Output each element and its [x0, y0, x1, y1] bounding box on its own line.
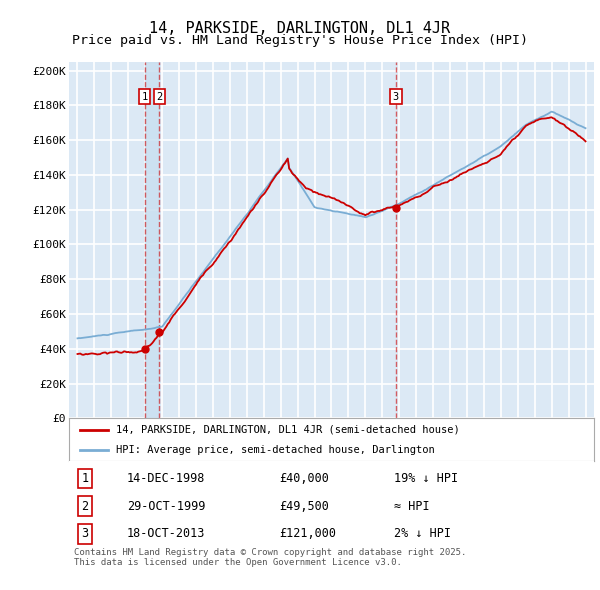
Text: 2: 2: [156, 91, 163, 101]
Text: Price paid vs. HM Land Registry's House Price Index (HPI): Price paid vs. HM Land Registry's House …: [72, 34, 528, 47]
Text: £49,500: £49,500: [279, 500, 329, 513]
Text: 3: 3: [81, 527, 88, 540]
Text: HPI: Average price, semi-detached house, Darlington: HPI: Average price, semi-detached house,…: [116, 444, 435, 454]
Text: 3: 3: [393, 91, 399, 101]
Bar: [145, 62, 159, 418]
Text: £40,000: £40,000: [279, 472, 329, 485]
Text: 14, PARKSIDE, DARLINGTON, DL1 4JR (semi-detached house): 14, PARKSIDE, DARLINGTON, DL1 4JR (semi-…: [116, 425, 460, 435]
Text: 19% ↓ HPI: 19% ↓ HPI: [395, 472, 458, 485]
Text: 14, PARKSIDE, DARLINGTON, DL1 4JR: 14, PARKSIDE, DARLINGTON, DL1 4JR: [149, 21, 451, 35]
Text: 1: 1: [142, 91, 148, 101]
Text: Contains HM Land Registry data © Crown copyright and database right 2025.
This d: Contains HM Land Registry data © Crown c…: [74, 548, 467, 567]
Text: ≈ HPI: ≈ HPI: [395, 500, 430, 513]
Text: 18-OCT-2013: 18-OCT-2013: [127, 527, 205, 540]
Text: 14-DEC-1998: 14-DEC-1998: [127, 472, 205, 485]
Text: 2: 2: [81, 500, 88, 513]
Text: 2% ↓ HPI: 2% ↓ HPI: [395, 527, 452, 540]
Text: 1: 1: [81, 472, 88, 485]
Text: £121,000: £121,000: [279, 527, 336, 540]
Text: 29-OCT-1999: 29-OCT-1999: [127, 500, 205, 513]
